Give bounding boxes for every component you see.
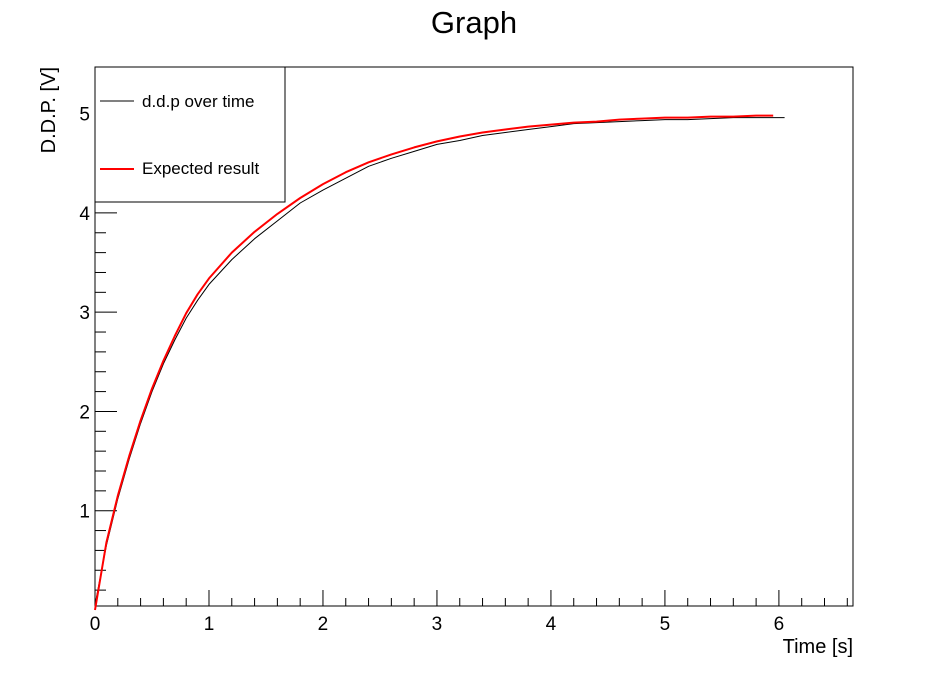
x-tick-label: 1 xyxy=(204,614,215,635)
series-line-expected xyxy=(94,114,774,611)
x-tick-label: 5 xyxy=(660,614,671,635)
y-tick-label: 5 xyxy=(79,105,90,126)
series-layer xyxy=(94,114,785,611)
x-axis-title: Time [s] xyxy=(783,636,853,658)
legend-label-expected: Expected result xyxy=(142,159,259,178)
y-tick-label: 3 xyxy=(79,303,90,324)
plot-frame xyxy=(94,66,854,607)
x-tick-label: 0 xyxy=(90,614,101,635)
x-tick-label: 3 xyxy=(432,614,443,635)
legend-box xyxy=(94,66,286,203)
series-line-ddp xyxy=(94,117,785,606)
y-tick-label: 4 xyxy=(79,204,90,225)
chart-title: Graph xyxy=(431,5,517,40)
y-axis-title: D.D.P. [V] xyxy=(38,67,60,153)
axis-ticks: 0 1 2 3 4 5 6 1 2 3 4 5 xyxy=(79,73,848,635)
x-tick-label: 4 xyxy=(546,614,557,635)
legend-label-ddp: d.d.p over time xyxy=(142,92,254,111)
legend: d.d.p over time Expected result xyxy=(94,66,286,203)
x-tick-label: 2 xyxy=(318,614,329,635)
x-tick-label: 6 xyxy=(774,614,785,635)
y-tick-label: 2 xyxy=(79,402,90,423)
y-tick-label: 1 xyxy=(79,502,90,523)
